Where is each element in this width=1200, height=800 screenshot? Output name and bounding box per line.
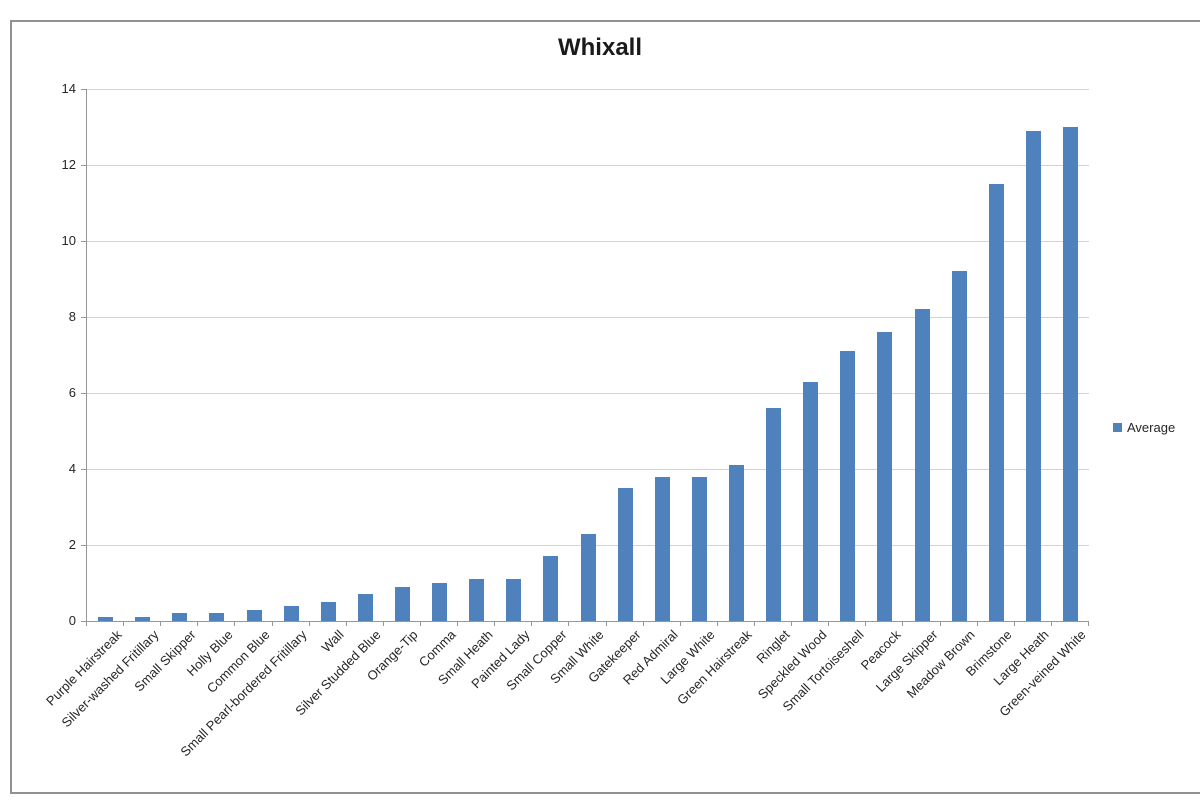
gridline-y-12: [87, 165, 1089, 166]
y-tick-label-8: 8: [68, 309, 76, 324]
bar-red-admiral: [654, 476, 670, 621]
x-tick-mark: [531, 622, 533, 626]
x-tick-mark: [271, 622, 273, 626]
y-tick-label-0: 0: [68, 613, 76, 628]
bar-small-pearl-bordered-fritillary: [283, 605, 299, 621]
y-tick-mark: [81, 317, 86, 318]
legend-label: Average: [1127, 420, 1176, 435]
bar-speckled-wood: [803, 381, 819, 621]
x-tick-mark: [828, 622, 830, 626]
bar-silver-studded-blue: [357, 594, 373, 621]
y-tick-mark: [81, 621, 86, 622]
y-tick-mark: [81, 545, 86, 546]
gridline-y-8: [87, 317, 1089, 318]
y-tick-mark: [81, 393, 86, 394]
bar-silver-washed-fritillary: [135, 617, 151, 621]
y-tick-label-2: 2: [68, 537, 76, 552]
y-tick-label-12: 12: [61, 157, 76, 172]
x-tick-mark: [234, 622, 236, 626]
x-tick-mark: [902, 622, 904, 626]
plot-area: [86, 89, 1089, 622]
bar-large-skipper: [914, 309, 930, 621]
bar-comma: [432, 583, 448, 621]
gridline-y-4: [87, 469, 1089, 470]
bar-gatekeeper: [617, 488, 633, 621]
bar-small-copper: [543, 556, 559, 621]
x-tick-mark: [160, 622, 162, 626]
x-tick-mark: [679, 622, 681, 626]
bar-orange-tip: [394, 586, 410, 621]
legend: Average: [1113, 420, 1175, 435]
gridline-y-10: [87, 241, 1089, 242]
bar-holly-blue: [209, 613, 225, 621]
gridline-y-14: [87, 89, 1089, 90]
x-tick-mark: [494, 622, 496, 626]
bar-large-heath: [1025, 130, 1041, 621]
x-tick-mark: [642, 622, 644, 626]
bar-small-tortoiseshell: [840, 351, 856, 621]
x-tick-mark: [716, 622, 718, 626]
x-tick-mark: [568, 622, 570, 626]
x-tick-mark: [457, 622, 459, 626]
chart-title: Whixall: [557, 34, 642, 61]
x-tick-mark: [86, 622, 87, 626]
y-tick-mark: [81, 469, 86, 470]
x-tick-mark: [939, 622, 941, 626]
y-tick-mark: [81, 241, 86, 242]
bar-small-skipper: [172, 613, 188, 621]
x-tick-mark: [197, 622, 199, 626]
bar-ringlet: [766, 408, 782, 621]
x-tick-mark: [420, 622, 421, 626]
x-tick-mark: [605, 622, 607, 626]
bar-brimstone: [988, 184, 1004, 621]
y-tick-label-14: 14: [61, 81, 76, 96]
bar-meadow-brown: [951, 271, 967, 621]
x-tick-mark: [791, 622, 793, 626]
bar-peacock: [877, 332, 893, 621]
bar-large-white: [691, 476, 707, 621]
y-tick-mark: [81, 89, 86, 90]
y-tick-label-10: 10: [61, 233, 76, 248]
x-tick-mark: [382, 622, 384, 626]
bar-purple-hairstreak: [98, 617, 114, 621]
x-tick-mark: [123, 622, 125, 626]
x-tick-mark: [308, 622, 310, 626]
bar-painted-lady: [506, 579, 522, 621]
x-tick-mark: [1013, 622, 1015, 626]
y-tick-label-6: 6: [68, 385, 76, 400]
x-tick-mark: [345, 622, 347, 626]
x-tick-mark: [1050, 622, 1052, 626]
x-tick-mark: [865, 622, 867, 626]
gridline-y-6: [87, 393, 1089, 394]
x-tick-mark: [1088, 622, 1089, 626]
y-tick-label-4: 4: [68, 461, 76, 476]
bar-green-hairstreak: [728, 465, 744, 621]
bar-common-blue: [246, 609, 262, 621]
bar-green-veined-white: [1062, 127, 1078, 621]
legend-swatch-average: [1113, 423, 1122, 432]
x-tick-mark: [976, 622, 978, 626]
bar-small-heath: [469, 579, 485, 621]
bar-small-white: [580, 533, 596, 621]
y-tick-mark: [81, 165, 86, 166]
x-tick-mark: [754, 622, 755, 626]
bar-wall: [320, 602, 336, 621]
